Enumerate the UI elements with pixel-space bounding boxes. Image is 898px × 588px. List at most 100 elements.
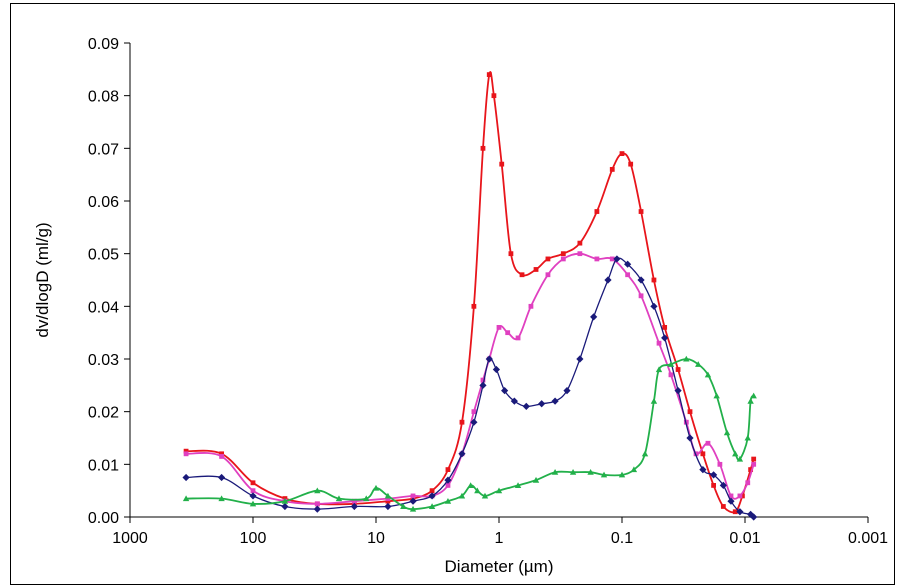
data-point	[510, 397, 518, 405]
x-ticks: 1000 100 10 1 0.1 0.01 0.001	[112, 517, 888, 547]
series-2	[183, 251, 757, 507]
data-point	[385, 496, 391, 501]
data-point	[750, 392, 757, 399]
data-point	[737, 493, 743, 499]
data-point	[713, 392, 720, 399]
data-point	[409, 497, 417, 505]
data-point	[744, 434, 751, 441]
data-point	[723, 429, 731, 436]
x-tick-label: 100	[240, 530, 267, 547]
data-point	[732, 450, 739, 457]
data-point	[628, 161, 634, 167]
data-point	[656, 340, 662, 346]
data-point	[492, 365, 500, 374]
data-point	[594, 256, 600, 262]
y-tick-label: 0.05	[88, 247, 119, 264]
data-point	[613, 255, 621, 263]
data-point	[638, 293, 644, 299]
data-point	[739, 493, 745, 499]
data-point	[625, 272, 631, 278]
data-point	[471, 303, 477, 309]
data-point	[576, 355, 584, 363]
data-point	[471, 409, 477, 415]
data-point	[668, 372, 674, 378]
data-point	[384, 502, 392, 511]
data-point	[479, 381, 487, 389]
data-point	[314, 487, 321, 494]
data-point	[637, 276, 645, 284]
data-point	[218, 473, 226, 482]
data-point	[711, 483, 717, 488]
data-point	[700, 451, 706, 457]
data-point	[545, 256, 551, 262]
series-3	[182, 255, 758, 521]
series-4	[182, 355, 757, 512]
y-tick-label: 0.04	[88, 299, 119, 316]
data-point	[745, 480, 751, 486]
data-point	[687, 409, 693, 415]
data-point	[720, 504, 726, 509]
data-point	[577, 240, 583, 246]
data-point	[250, 488, 256, 494]
data-point	[683, 355, 690, 362]
data-point	[563, 387, 571, 395]
y-tick-label: 0.08	[88, 89, 119, 106]
data-point	[219, 454, 225, 459]
data-point	[363, 495, 370, 502]
data-point	[560, 251, 566, 257]
data-point	[458, 492, 466, 499]
data-point	[705, 440, 711, 446]
x-tick-label: 1	[495, 530, 504, 547]
data-point	[428, 492, 436, 500]
data-point	[481, 492, 489, 499]
data-point	[429, 488, 435, 494]
data-point	[650, 302, 658, 310]
data-point	[727, 497, 735, 505]
data-point	[470, 418, 478, 426]
data-point	[508, 251, 514, 257]
data-point	[747, 397, 754, 404]
series-layer	[182, 71, 758, 521]
data-point	[618, 471, 626, 478]
axes	[129, 43, 868, 518]
data-point	[728, 493, 734, 499]
series-line	[186, 257, 755, 518]
y-tick-label: 0.09	[88, 36, 119, 53]
data-point	[400, 503, 407, 510]
y-tick-label: 0.07	[88, 141, 119, 158]
data-point	[748, 467, 754, 472]
data-point	[751, 461, 757, 467]
data-point	[281, 498, 289, 504]
data-point	[250, 480, 256, 486]
data-point	[474, 487, 481, 494]
data-point	[350, 502, 358, 511]
data-point	[551, 469, 559, 475]
data-point	[600, 471, 608, 478]
data-point	[519, 272, 525, 278]
data-point	[569, 469, 577, 475]
data-point	[182, 495, 190, 502]
data-point	[719, 481, 727, 489]
data-point	[486, 72, 492, 77]
data-point	[219, 451, 225, 457]
data-point	[410, 493, 416, 499]
data-point	[609, 256, 615, 262]
data-point	[445, 483, 451, 488]
data-point	[501, 387, 509, 395]
x-tick-label: 0.01	[729, 530, 760, 547]
data-point	[499, 161, 505, 167]
data-point	[732, 509, 738, 515]
data-point	[182, 473, 190, 482]
y-tick-label: 0.00	[88, 510, 119, 527]
data-point	[515, 335, 521, 341]
data-point	[491, 93, 497, 99]
data-point	[183, 451, 189, 457]
data-point	[609, 167, 615, 172]
data-point	[428, 503, 436, 510]
data-point	[630, 466, 638, 473]
data-point	[281, 502, 289, 511]
data-point	[751, 456, 757, 462]
data-point	[590, 313, 598, 321]
data-point	[335, 495, 343, 502]
